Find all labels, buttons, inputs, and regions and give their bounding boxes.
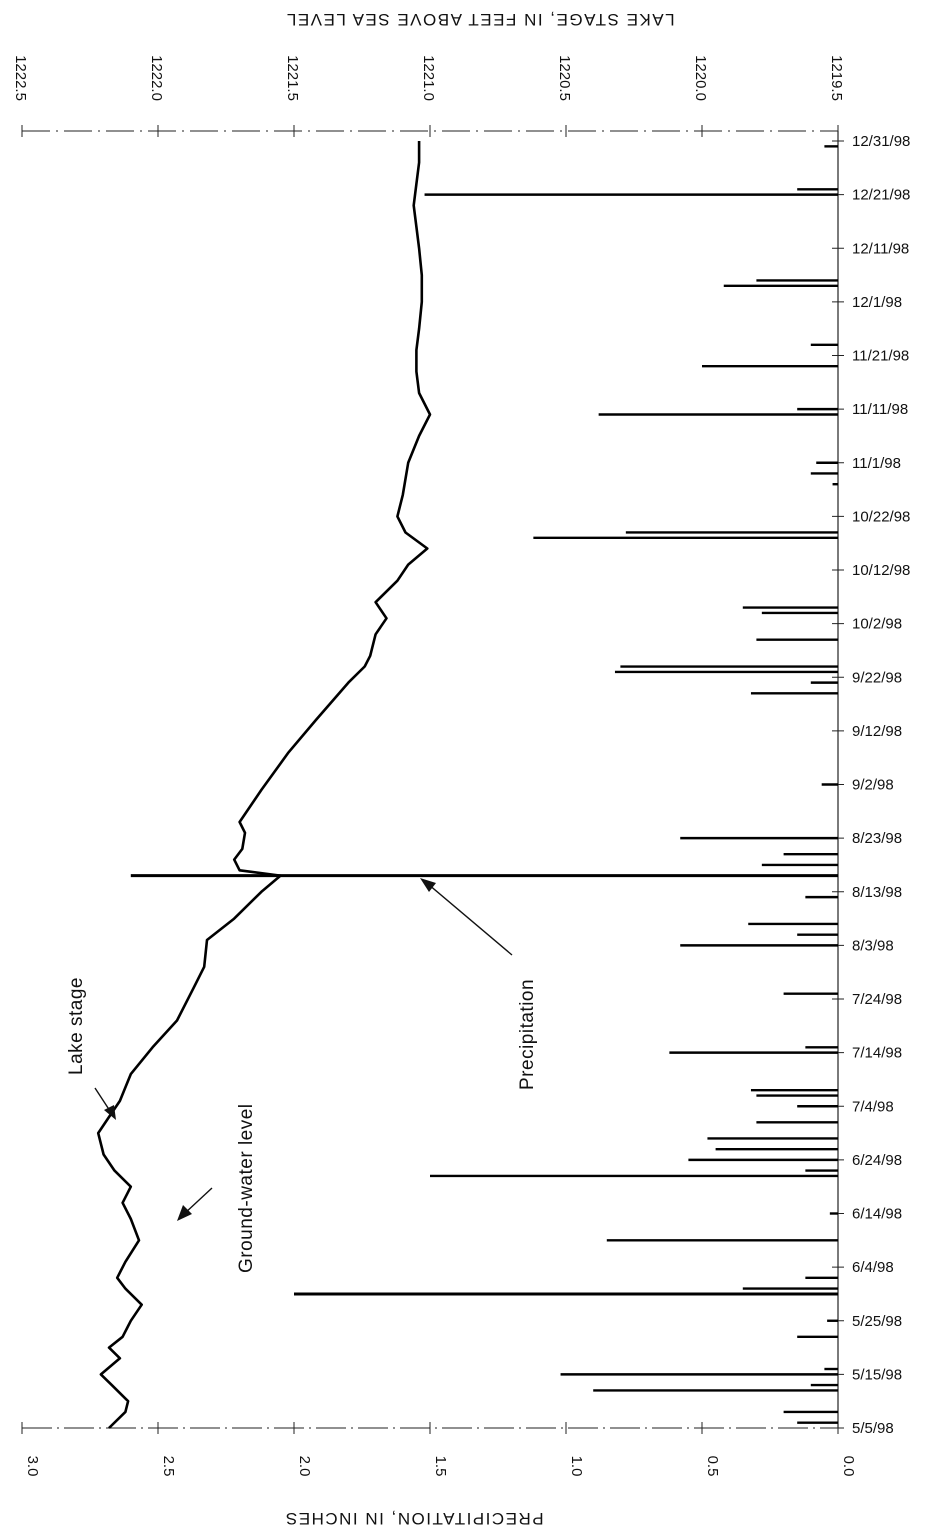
precipitation-tick-label: 1.0 <box>568 1456 585 1477</box>
precipitation-arrow <box>420 878 513 956</box>
lake-stage-axis-title: LAKE STAGE, IN FEET ABOVE SEA LEVEL <box>285 10 674 29</box>
lake-stage-annotation: Lake stage <box>66 977 87 1075</box>
date-tick-label: 5/25/98 <box>852 1313 902 1330</box>
bottom-axis: PRECIPITATION, IN INCHES 3.0 2.5 2.0 1.5 1.0… <box>21 1422 857 1528</box>
date-tick-label: 9/22/98 <box>852 669 902 686</box>
date-tick-label: 6/14/98 <box>852 1206 902 1223</box>
date-tick-label: 12/31/98 <box>852 133 910 150</box>
lake-stage-tick-label: 1219.5 <box>828 55 845 101</box>
lake-stage-series <box>96 141 432 1429</box>
date-tick-label: 8/13/98 <box>852 884 902 901</box>
date-tick-label: 12/21/98 <box>852 187 910 204</box>
date-tick-label: 10/2/98 <box>852 616 902 633</box>
precipitation-tick-label: 1.5 <box>432 1456 449 1477</box>
date-tick-label: 12/11/98 <box>852 240 909 257</box>
date-tick-label: 6/4/98 <box>852 1259 894 1276</box>
precipitation-axis-title: PRECIPITATION, IN INCHES <box>284 1509 543 1528</box>
precipitation-tick-label: 0.0 <box>840 1456 857 1477</box>
ground-water-arrow <box>177 1187 213 1221</box>
lake-stage-tick-label: 1220.5 <box>556 55 573 101</box>
date-tick-group: 12/31/98 12/21/98 12/11/98 12/1/98 11/21/98 1… <box>832 133 910 1437</box>
date-tick-label: 7/24/98 <box>852 991 902 1008</box>
date-tick-label: 8/3/98 <box>852 937 894 954</box>
date-tick-label: 7/14/98 <box>852 1045 902 1062</box>
date-tick-label: 11/21/98 <box>852 348 909 365</box>
date-tick-label: 6/24/98 <box>852 1152 902 1169</box>
date-tick-label: 7/4/98 <box>852 1098 894 1115</box>
precipitation-tick-label: 0.5 <box>704 1456 721 1477</box>
lake-stage-tick-label: 1222.5 <box>12 55 29 101</box>
ground-water-annotation: Ground-water level <box>236 1103 257 1273</box>
top-axis: LAKE STAGE, IN FEET ABOVE SEA LEVEL 1222… <box>12 10 845 137</box>
precipitation-bars <box>130 145 838 1424</box>
date-tick-label: 12/1/98 <box>852 294 902 311</box>
date-tick-label: 8/23/98 <box>852 830 902 847</box>
date-tick-label: 10/22/98 <box>852 508 910 525</box>
precipitation-tick-label: 3.0 <box>24 1456 41 1477</box>
lake-stage-arrow <box>94 1087 116 1120</box>
lake-stage-line <box>96 141 432 1429</box>
date-tick-label: 9/12/98 <box>852 723 902 740</box>
date-tick-label: 10/12/98 <box>852 562 910 579</box>
date-axis: 12/31/98 12/21/98 12/11/98 12/1/98 11/21/98 1… <box>832 131 910 1437</box>
lake-stage-tick-label: 1221.0 <box>420 55 437 101</box>
date-tick-label: 11/11/98 <box>852 401 908 418</box>
lake-stage-tick-label: 1222.0 <box>148 55 165 101</box>
lake-stage-tick-label: 1220.0 <box>692 55 709 101</box>
precipitation-annotation: Precipitation <box>517 979 538 1090</box>
precipitation-tick-group: 3.0 2.5 2.0 1.5 1.0 0.5 0.0 <box>21 1422 857 1477</box>
date-tick-label: 5/15/98 <box>852 1366 902 1383</box>
date-tick-label: 11/1/98 <box>852 455 901 472</box>
date-tick-label: 5/5/98 <box>852 1420 894 1437</box>
annotations: Lake stage Ground-water level Precipitat… <box>66 878 538 1273</box>
lake-stage-tick-label: 1221.5 <box>284 55 301 101</box>
precipitation-tick-label: 2.0 <box>296 1456 313 1477</box>
precipitation-tick-label: 2.5 <box>160 1456 177 1477</box>
lake-stage-tick-group: 1222.5 1222.0 1221.5 1221.0 1220.5 1220.0 1219… <box>12 55 845 137</box>
date-tick-label: 9/2/98 <box>852 777 894 794</box>
